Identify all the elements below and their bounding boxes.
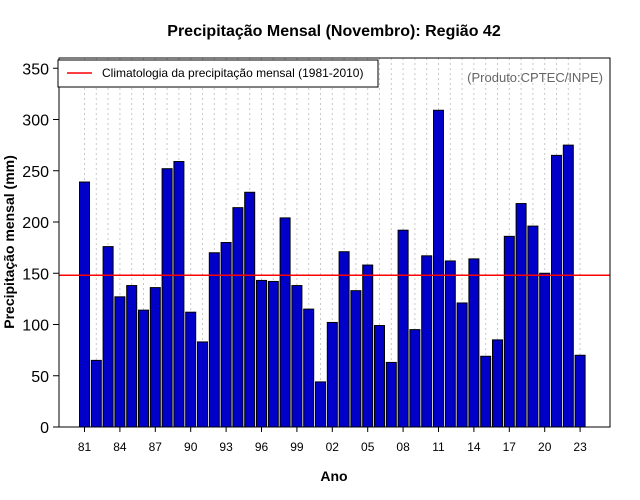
- bar-2006: [374, 325, 385, 428]
- bar-2005: [362, 264, 374, 428]
- bar-2008: [397, 229, 409, 428]
- bar-1990: [185, 311, 197, 428]
- bar-2019: [527, 225, 539, 428]
- bar-1983: [102, 246, 114, 428]
- y-tick-label: 250: [22, 164, 49, 181]
- bar-1987: [149, 287, 161, 428]
- y-tick-label: 200: [22, 215, 49, 232]
- bar-1981: [79, 181, 90, 428]
- bar-2001: [315, 381, 326, 428]
- y-tick-label: 150: [22, 266, 49, 283]
- bar-2007: [385, 361, 397, 428]
- bar-2014: [468, 258, 480, 428]
- bar-1985: [126, 285, 138, 428]
- x-tick-label: 87: [149, 440, 163, 454]
- x-tick-label: 90: [184, 440, 198, 454]
- x-tick-label: 23: [573, 440, 587, 454]
- bar-1998: [279, 217, 291, 428]
- x-tick-label: 02: [326, 440, 340, 454]
- x-tick-label: 81: [78, 440, 92, 454]
- y-tick-label: 0: [40, 420, 49, 437]
- bar-2010: [421, 255, 433, 428]
- plot-frame: [58, 57, 611, 428]
- bar-2004: [350, 290, 362, 428]
- bar-2020: [539, 272, 551, 428]
- y-tick-label: 100: [22, 318, 49, 335]
- bar-2000: [303, 308, 315, 428]
- bar-1984: [114, 296, 126, 428]
- x-tick-label: 11: [432, 440, 445, 454]
- bar-1996: [256, 279, 267, 428]
- bar-1999: [291, 285, 303, 428]
- x-tick-label: 05: [361, 440, 375, 454]
- bar-2023: [574, 354, 586, 428]
- bar-2011: [433, 109, 444, 428]
- x-tick-label: 93: [219, 440, 233, 454]
- legend: Climatologia da precipitação mensal (198…: [57, 59, 379, 88]
- y-tick-label: 350: [22, 61, 49, 78]
- source-credit: (Produto:CPTEC/INPE): [467, 70, 603, 85]
- bar-1991: [197, 341, 208, 428]
- bar-1994: [232, 207, 244, 428]
- bar-2015: [480, 355, 492, 428]
- bars: [79, 109, 586, 428]
- x-tick-label: 99: [290, 440, 304, 454]
- x-tick-label: 17: [503, 440, 517, 454]
- y-axis-title: Precipitação mensal (mm): [1, 155, 17, 329]
- bar-2009: [409, 329, 421, 428]
- bar-2013: [456, 302, 468, 428]
- x-tick-label: 08: [396, 440, 410, 454]
- y-axis: 0 50 100 150 200 250 300 350: [22, 61, 59, 437]
- legend-label-climatology: Climatologia da precipitação mensal (198…: [102, 66, 363, 80]
- bar-2021: [551, 154, 562, 428]
- x-axis: 81 84 87 90 93 96 99 02 05 08 11 14 17 20 23: [78, 427, 587, 454]
- bar-1988: [161, 168, 173, 428]
- bar-1982: [90, 359, 102, 428]
- bar-2017: [503, 235, 515, 428]
- chart-title: Precipitação Mensal (Novembro): Região 4…: [167, 23, 501, 40]
- bar-1989: [173, 161, 185, 428]
- y-tick-label: 50: [31, 369, 49, 386]
- legend-box: [57, 59, 379, 88]
- bar-2018: [515, 203, 527, 428]
- bar-1992: [208, 252, 220, 428]
- x-tick-label: 14: [467, 440, 481, 454]
- bar-1995: [244, 191, 256, 428]
- x-tick-label: 20: [538, 440, 552, 454]
- bar-1997: [267, 280, 279, 428]
- bar-2022: [562, 144, 574, 428]
- x-axis-title: Ano: [320, 468, 347, 484]
- bar-2002: [326, 321, 338, 428]
- bar-1986: [138, 309, 149, 428]
- x-tick-label: 84: [113, 440, 127, 454]
- x-tick-label: 96: [255, 440, 269, 454]
- bar-1993: [220, 242, 232, 428]
- bar-2012: [444, 260, 456, 428]
- y-tick-label: 300: [22, 113, 49, 130]
- bar-2003: [338, 251, 350, 428]
- bar-2016: [492, 339, 503, 428]
